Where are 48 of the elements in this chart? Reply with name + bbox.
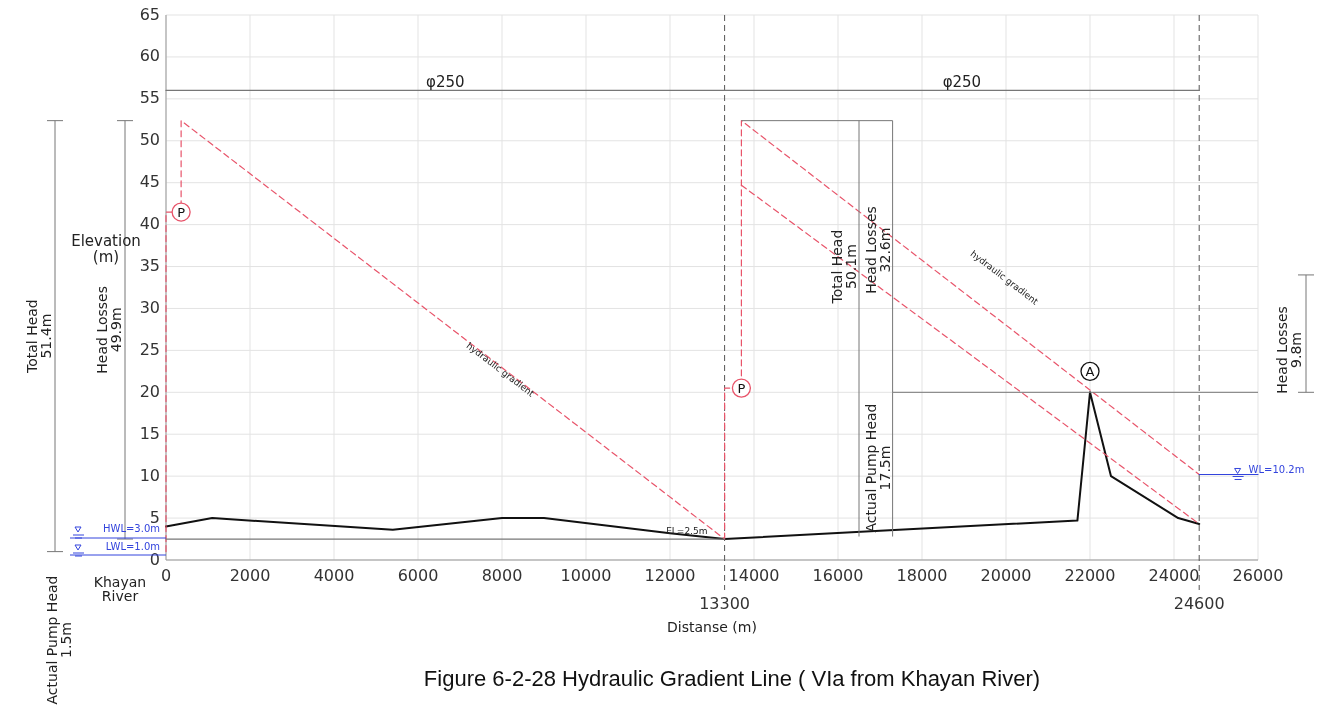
y-tick-label: 10 xyxy=(139,465,160,485)
annotation: P xyxy=(737,380,746,396)
x-tick-label: 10000 xyxy=(560,565,612,585)
text: Total Head 51.4m xyxy=(23,299,55,375)
y-tick-label: 0 xyxy=(149,549,160,569)
text: Head Losses 49.9m xyxy=(93,286,125,374)
text: Head Losses 9.8m xyxy=(1273,306,1305,394)
text: Khayan River xyxy=(93,573,147,605)
x-tick-label: 8000 xyxy=(481,565,523,585)
y-tick-label: 40 xyxy=(139,214,160,234)
text: Figure 6-2-28 Hydraulic Gradient Line ( VIa from Khayan River) xyxy=(423,666,1041,691)
x-tick-label: 6000 xyxy=(397,565,439,585)
y-tick-label: 50 xyxy=(139,130,160,150)
annotation: φ250 xyxy=(426,72,465,91)
y-tick-label: 25 xyxy=(139,339,160,359)
text: LWL=1.0m xyxy=(105,541,160,552)
y-axis-title: Elevation (m) xyxy=(71,232,141,267)
ref-line-label: 24600 xyxy=(1173,593,1225,613)
y-tick-label: 35 xyxy=(139,256,160,276)
x-tick-label: 24000 xyxy=(1148,565,1200,585)
y-tick-label: 45 xyxy=(139,172,160,192)
x-tick-label: 14000 xyxy=(728,565,780,585)
annotation: A xyxy=(1085,363,1095,379)
y-tick-label: 15 xyxy=(139,423,160,443)
annotation: φ250 xyxy=(942,72,982,91)
y-tick-label: 30 xyxy=(139,297,160,317)
x-tick-label: 16000 xyxy=(812,565,864,585)
x-tick-label: 18000 xyxy=(896,565,948,585)
y-tick-label: 55 xyxy=(139,88,160,108)
text: HWL=3.0m xyxy=(102,523,160,534)
annotation: Actual Pump Head 17.5m xyxy=(862,403,894,533)
x-tick-label: 12000 xyxy=(644,565,696,585)
x-axis-title: Distanse (m) xyxy=(667,619,757,635)
annotation: P xyxy=(177,204,186,220)
x-tick-label: 20000 xyxy=(980,565,1032,585)
y-tick-label: 65 xyxy=(139,4,160,24)
x-tick-label: 22000 xyxy=(1064,565,1116,585)
x-tick-label: 2000 xyxy=(229,565,271,585)
annotation: Total Head 50.1m xyxy=(828,229,860,305)
y-tick-label: 20 xyxy=(139,381,160,401)
annotation: Head Losses 32.6m xyxy=(862,206,894,294)
annotation: WL=10.2m xyxy=(1248,464,1305,476)
annotation: EL=2.5m xyxy=(666,525,708,536)
y-tick-label: 60 xyxy=(139,46,160,66)
x-tick-label: 26000 xyxy=(1232,565,1284,585)
text: Actual Pump Head 1.5m xyxy=(43,575,75,705)
x-tick-label: 4000 xyxy=(313,565,355,585)
ref-line-label: 13300 xyxy=(699,593,751,613)
